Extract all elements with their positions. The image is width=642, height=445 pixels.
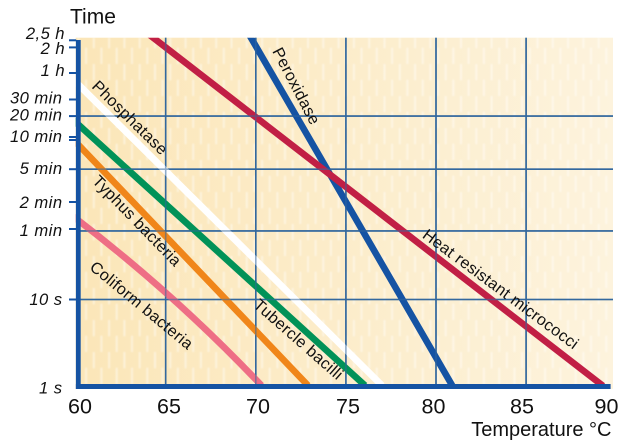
svg-text:20 min: 20 min — [9, 106, 63, 125]
svg-text:2 h: 2 h — [40, 39, 65, 58]
svg-text:65: 65 — [157, 395, 181, 419]
svg-text:2,5 h: 2,5 h — [25, 24, 65, 43]
svg-text:70: 70 — [246, 395, 270, 419]
svg-text:60: 60 — [68, 395, 92, 419]
svg-text:1 min: 1 min — [20, 221, 63, 240]
svg-text:Time: Time — [70, 5, 116, 28]
svg-text:90: 90 — [595, 395, 619, 419]
svg-text:10 min: 10 min — [10, 127, 63, 146]
svg-text:1 s: 1 s — [39, 378, 63, 397]
svg-text:Temperature °C: Temperature °C — [471, 419, 611, 440]
svg-text:85: 85 — [510, 395, 534, 419]
svg-text:75: 75 — [336, 395, 360, 419]
svg-text:2 min: 2 min — [19, 193, 63, 212]
svg-text:1 h: 1 h — [41, 61, 65, 80]
svg-text:30 min: 30 min — [10, 89, 63, 108]
svg-text:10 s: 10 s — [29, 290, 62, 309]
svg-text:80: 80 — [422, 395, 446, 419]
svg-text:5 min: 5 min — [20, 159, 63, 178]
